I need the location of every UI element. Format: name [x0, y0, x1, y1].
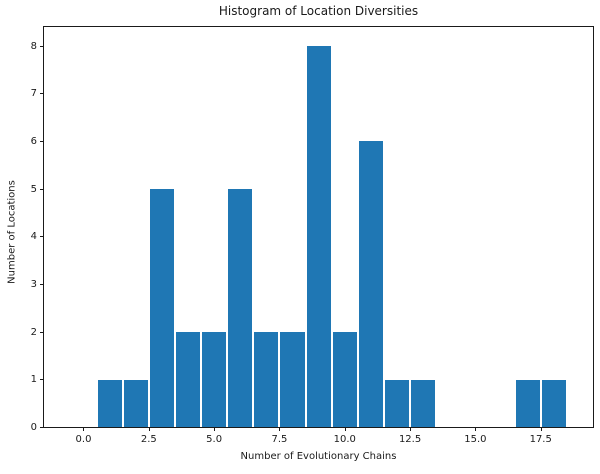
- x-tick-mark: [410, 427, 412, 431]
- histogram-bar: [280, 332, 305, 428]
- x-tick-mark: [83, 427, 85, 431]
- y-tick-mark: [39, 188, 43, 190]
- y-tick-label: 5: [30, 183, 37, 195]
- y-tick-label: 2: [30, 326, 37, 338]
- histogram-bar: [228, 189, 253, 428]
- y-tick-mark: [39, 93, 43, 95]
- histogram-bar: [358, 141, 383, 428]
- y-tick-label: 4: [30, 231, 37, 243]
- x-axis-label: Number of Evolutionary Chains: [240, 451, 397, 462]
- histogram-bar: [202, 332, 227, 428]
- chart-title: Histogram of Location Diversities: [218, 4, 419, 18]
- x-tick-label: 10.0: [333, 433, 356, 445]
- x-tick-label: 7.5: [271, 433, 288, 445]
- histogram-bar: [254, 332, 279, 428]
- x-tick-label: 12.5: [398, 433, 422, 445]
- x-tick-label: 5.0: [206, 433, 223, 445]
- y-tick-mark: [39, 140, 43, 142]
- x-tick-label: 17.5: [529, 433, 552, 445]
- histogram-bar: [175, 332, 201, 428]
- histogram-bar: [149, 189, 174, 428]
- y-tick-label: 7: [30, 88, 37, 100]
- x-tick-mark: [148, 427, 150, 431]
- histogram-bar: [411, 379, 436, 428]
- histogram-bar: [385, 379, 410, 428]
- histogram-bar: [332, 332, 357, 428]
- x-tick-mark: [214, 427, 216, 431]
- x-tick-label: 15.0: [464, 433, 487, 445]
- histogram-bar: [97, 379, 122, 428]
- x-tick-mark: [344, 427, 346, 431]
- y-tick-mark: [39, 236, 43, 238]
- y-tick-mark: [39, 45, 43, 47]
- x-tick-mark: [540, 427, 542, 431]
- y-tick-mark: [39, 379, 43, 381]
- y-tick-label: 8: [30, 40, 37, 52]
- histogram-bar: [515, 379, 540, 428]
- histogram-bar: [541, 379, 566, 428]
- y-tick-mark: [39, 331, 43, 333]
- y-tick-label: 3: [30, 278, 37, 290]
- histogram-bar: [306, 46, 331, 428]
- y-tick-mark: [39, 427, 43, 428]
- x-tick-label: 0.0: [75, 433, 92, 445]
- y-tick-label: 6: [30, 135, 37, 147]
- histogram-bar: [123, 379, 148, 428]
- x-tick-mark: [279, 427, 281, 431]
- x-tick-label: 2.5: [140, 433, 157, 445]
- x-tick-mark: [475, 427, 477, 431]
- y-tick-mark: [39, 283, 43, 285]
- y-tick-label: 1: [30, 374, 37, 386]
- y-tick-label: 0: [30, 422, 37, 433]
